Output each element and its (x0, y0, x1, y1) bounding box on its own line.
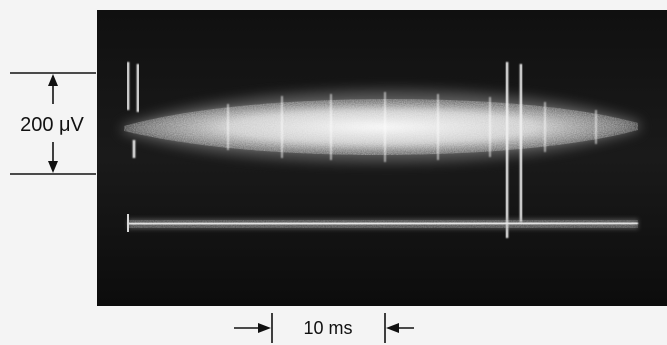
scale-arrow-up-icon (48, 74, 58, 86)
time-arrow-left-pointing-icon (386, 323, 399, 333)
stimulus-artifact-right (505, 62, 523, 238)
stimulus-artifact-left (126, 62, 140, 158)
vertical-scale-label: 200 μV (20, 114, 84, 136)
scale-arrow-down-icon (48, 161, 58, 173)
time-scale-label: 10 ms (303, 318, 352, 338)
time-scale-bar (234, 313, 414, 343)
baseline-trace (127, 214, 639, 232)
burst-envelope-grain (124, 99, 638, 155)
burst-trace (122, 62, 640, 238)
time-arrow-right-pointing-icon (258, 323, 271, 333)
burst-spike-streaks (227, 92, 597, 162)
